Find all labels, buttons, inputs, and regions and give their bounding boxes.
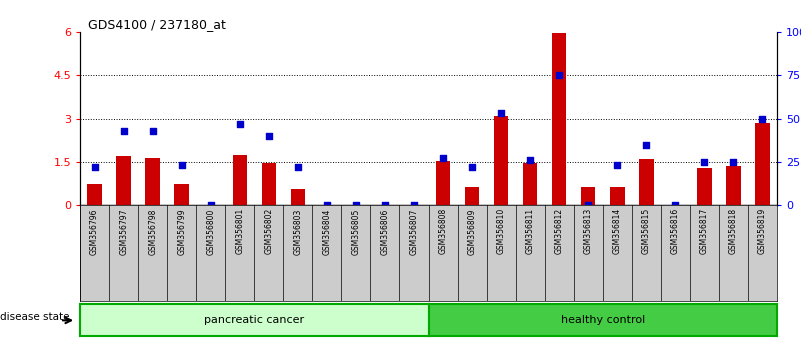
- Text: GSM356806: GSM356806: [380, 208, 389, 255]
- Text: GDS4100 / 237180_at: GDS4100 / 237180_at: [88, 18, 226, 31]
- Bar: [727, 166, 741, 205]
- Point: [175, 162, 188, 168]
- Bar: [175, 184, 189, 205]
- Bar: [697, 168, 711, 205]
- Text: GSM356814: GSM356814: [613, 208, 622, 255]
- Point: [465, 164, 478, 170]
- Bar: [581, 187, 595, 205]
- Text: GSM356802: GSM356802: [264, 208, 273, 255]
- Bar: [465, 187, 479, 205]
- Text: GSM356796: GSM356796: [91, 208, 99, 255]
- Point: [669, 202, 682, 208]
- Point: [292, 164, 304, 170]
- Point: [524, 158, 537, 163]
- Point: [611, 162, 624, 168]
- Text: disease state: disease state: [0, 312, 70, 322]
- Bar: [552, 33, 566, 205]
- Text: pancreatic cancer: pancreatic cancer: [204, 315, 304, 325]
- Bar: [523, 164, 537, 205]
- Point: [147, 128, 159, 133]
- Bar: [232, 155, 247, 205]
- Text: GSM356799: GSM356799: [177, 208, 186, 255]
- Point: [233, 121, 246, 127]
- Point: [756, 116, 769, 121]
- Bar: [755, 123, 770, 205]
- Bar: [291, 189, 305, 205]
- Bar: [87, 184, 102, 205]
- Text: GSM356810: GSM356810: [497, 208, 505, 255]
- Point: [437, 156, 449, 161]
- Point: [320, 202, 333, 208]
- Text: GSM356816: GSM356816: [671, 208, 680, 255]
- Bar: [262, 164, 276, 205]
- Text: GSM356798: GSM356798: [148, 208, 157, 255]
- Point: [379, 202, 392, 208]
- Text: GSM356815: GSM356815: [642, 208, 650, 255]
- Point: [117, 128, 130, 133]
- Text: GSM356805: GSM356805: [352, 208, 360, 255]
- Text: GSM356811: GSM356811: [525, 208, 534, 254]
- Point: [349, 202, 362, 208]
- Bar: [494, 116, 509, 205]
- Text: GSM356819: GSM356819: [758, 208, 767, 255]
- Text: GSM356797: GSM356797: [119, 208, 128, 255]
- Point: [582, 202, 594, 208]
- Point: [88, 164, 101, 170]
- Text: GSM356801: GSM356801: [235, 208, 244, 255]
- Point: [495, 110, 508, 116]
- Point: [727, 159, 740, 165]
- Text: GSM356808: GSM356808: [439, 208, 448, 255]
- Text: GSM356817: GSM356817: [700, 208, 709, 255]
- Text: GSM356803: GSM356803: [293, 208, 302, 255]
- Point: [698, 159, 710, 165]
- Point: [263, 133, 276, 139]
- Bar: [639, 159, 654, 205]
- Text: GSM356813: GSM356813: [584, 208, 593, 255]
- Text: GSM356804: GSM356804: [323, 208, 332, 255]
- Point: [408, 202, 421, 208]
- Text: GSM356818: GSM356818: [729, 208, 738, 254]
- Text: GSM356800: GSM356800: [207, 208, 215, 255]
- Point: [204, 202, 217, 208]
- Bar: [146, 158, 160, 205]
- Bar: [436, 160, 450, 205]
- Bar: [610, 187, 625, 205]
- Bar: [116, 156, 131, 205]
- Text: GSM356807: GSM356807: [409, 208, 418, 255]
- Point: [640, 142, 653, 147]
- Point: [553, 73, 566, 78]
- Text: healthy control: healthy control: [561, 315, 645, 325]
- Text: GSM356809: GSM356809: [468, 208, 477, 255]
- Text: GSM356812: GSM356812: [555, 208, 564, 254]
